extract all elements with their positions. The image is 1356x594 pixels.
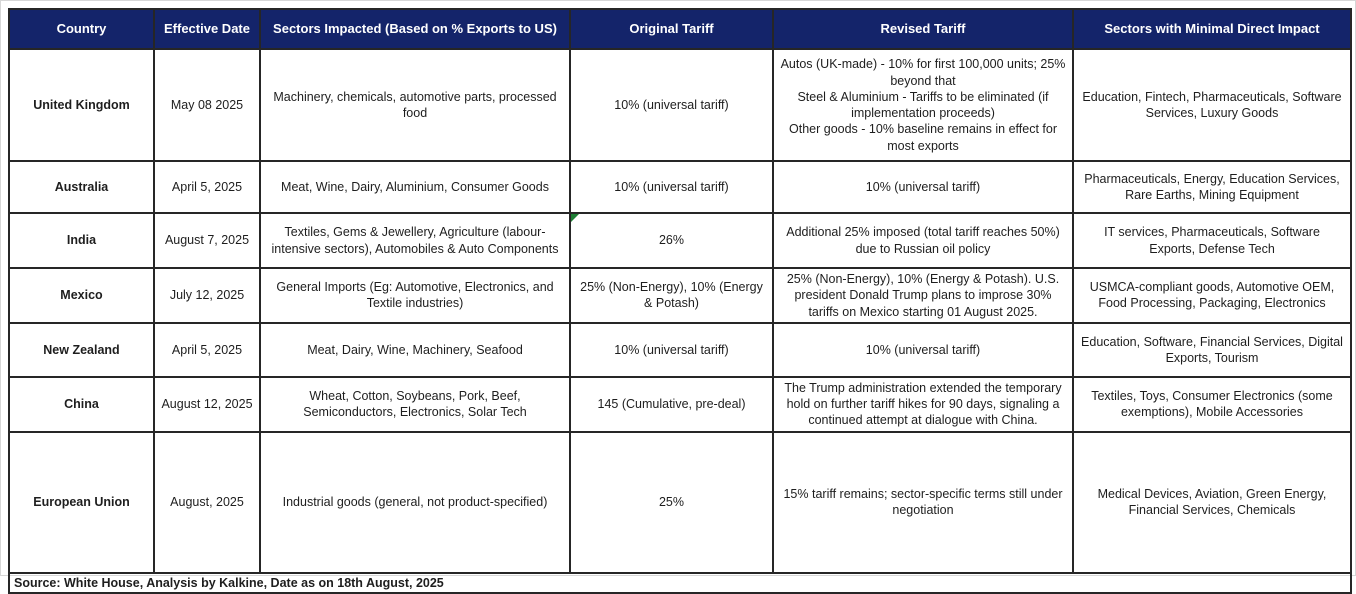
header-row: Country Effective Date Sectors Impacted … bbox=[8, 8, 1352, 50]
table-row-australia: Australia April 5, 2025 Meat, Wine, Dair… bbox=[8, 160, 1352, 214]
cell-revised-tariff: 10% (universal tariff) bbox=[772, 321, 1074, 378]
cell-effective-date: April 5, 2025 bbox=[153, 321, 261, 378]
cell-revised-tariff: 10% (universal tariff) bbox=[772, 160, 1074, 214]
column-header-original-tariff: Original Tariff bbox=[569, 8, 774, 50]
cell-country: China bbox=[8, 375, 155, 433]
cell-sectors-impacted: Machinery, chemicals, automotive parts, … bbox=[259, 48, 571, 162]
cell-original-tariff: 25% (Non-Energy), 10% (Energy & Potash) bbox=[569, 267, 774, 324]
cell-country: New Zealand bbox=[8, 321, 155, 378]
cell-original-tariff-value: 26% bbox=[658, 233, 685, 248]
table-row-european-union: European Union August, 2025 Industrial g… bbox=[8, 430, 1352, 574]
cell-minimal-impact: IT services, Pharmaceuticals, Software E… bbox=[1072, 212, 1352, 269]
table-row-china: China August 12, 2025 Wheat, Cotton, Soy… bbox=[8, 375, 1352, 433]
cell-revised-tariff: Additional 25% imposed (total tariff rea… bbox=[772, 212, 1074, 269]
cell-revised-tariff: The Trump administration extended the te… bbox=[772, 375, 1074, 433]
cell-minimal-impact: Textiles, Toys, Consumer Electronics (so… bbox=[1072, 375, 1352, 433]
cell-sectors-impacted: Meat, Wine, Dairy, Aluminium, Consumer G… bbox=[259, 160, 571, 214]
column-header-effective-date: Effective Date bbox=[153, 8, 261, 50]
column-header-country: Country bbox=[8, 8, 155, 50]
cell-country: United Kingdom bbox=[8, 48, 155, 162]
cell-effective-date: May 08 2025 bbox=[153, 48, 261, 162]
cell-revised-tariff: 15% tariff remains; sector-specific term… bbox=[772, 430, 1074, 574]
cell-original-tariff: 10% (universal tariff) bbox=[569, 160, 774, 214]
table-row-mexico: Mexico July 12, 2025 General Imports (Eg… bbox=[8, 267, 1352, 324]
cell-country: India bbox=[8, 212, 155, 269]
cell-effective-date: August 7, 2025 bbox=[153, 212, 261, 269]
cell-effective-date: August, 2025 bbox=[153, 430, 261, 574]
cell-revised-tariff: 25% (Non-Energy), 10% (Energy & Potash).… bbox=[772, 267, 1074, 324]
cell-minimal-impact: Pharmaceuticals, Energy, Education Servi… bbox=[1072, 160, 1352, 214]
column-header-sectors-impacted: Sectors Impacted (Based on % Exports to … bbox=[259, 8, 571, 50]
cell-sectors-impacted: Wheat, Cotton, Soybeans, Pork, Beef, Sem… bbox=[259, 375, 571, 433]
cell-sectors-impacted: Textiles, Gems & Jewellery, Agriculture … bbox=[259, 212, 571, 269]
cell-minimal-impact: Education, Fintech, Pharmaceuticals, Sof… bbox=[1072, 48, 1352, 162]
cell-original-tariff: 25% bbox=[569, 430, 774, 574]
cell-original-tariff: 26% bbox=[569, 212, 774, 269]
column-header-revised-tariff: Revised Tariff bbox=[772, 8, 1074, 50]
cell-effective-date: July 12, 2025 bbox=[153, 267, 261, 324]
cell-original-tariff: 145 (Cumulative, pre-deal) bbox=[569, 375, 774, 433]
cell-original-tariff: 10% (universal tariff) bbox=[569, 321, 774, 378]
table-row-new-zealand: New Zealand April 5, 2025 Meat, Dairy, W… bbox=[8, 321, 1352, 378]
cell-effective-date: April 5, 2025 bbox=[153, 160, 261, 214]
cell-minimal-impact: USMCA-compliant goods, Automotive OEM, F… bbox=[1072, 267, 1352, 324]
cell-original-tariff: 10% (universal tariff) bbox=[569, 48, 774, 162]
column-header-minimal-impact: Sectors with Minimal Direct Impact bbox=[1072, 8, 1352, 50]
table-row-united-kingdom: United Kingdom May 08 2025 Machinery, ch… bbox=[8, 48, 1352, 162]
cell-country: Australia bbox=[8, 160, 155, 214]
cell-note-indicator-icon bbox=[572, 215, 579, 222]
cell-sectors-impacted: Meat, Dairy, Wine, Machinery, Seafood bbox=[259, 321, 571, 378]
cell-country: European Union bbox=[8, 430, 155, 574]
tariff-table: Country Effective Date Sectors Impacted … bbox=[8, 8, 1352, 594]
cell-minimal-impact: Education, Software, Financial Services,… bbox=[1072, 321, 1352, 378]
cell-sectors-impacted: Industrial goods (general, not product-s… bbox=[259, 430, 571, 574]
cell-minimal-impact: Medical Devices, Aviation, Green Energy,… bbox=[1072, 430, 1352, 574]
cell-country: Mexico bbox=[8, 267, 155, 324]
table-row-india: India August 7, 2025 Textiles, Gems & Je… bbox=[8, 212, 1352, 269]
cell-effective-date: August 12, 2025 bbox=[153, 375, 261, 433]
cell-revised-tariff: Autos (UK-made) - 10% for first 100,000 … bbox=[772, 48, 1074, 162]
cell-sectors-impacted: General Imports (Eg: Automotive, Electro… bbox=[259, 267, 571, 324]
